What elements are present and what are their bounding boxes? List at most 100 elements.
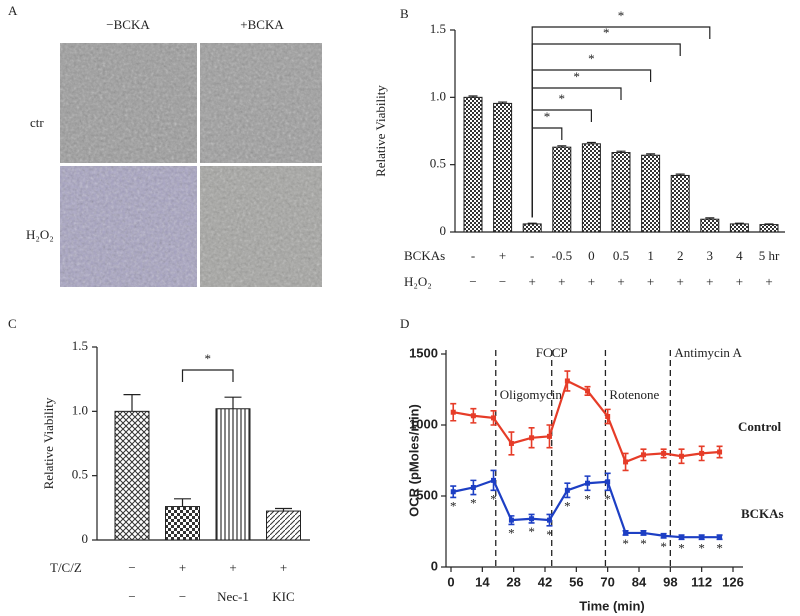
error-bar [734, 222, 744, 224]
row-label: ctr [30, 115, 44, 130]
data-point [640, 530, 646, 536]
column-label: −BCKA [106, 17, 150, 32]
data-point [470, 413, 476, 419]
significance-label: * [588, 51, 595, 66]
y-tick-label: 1.0 [72, 402, 88, 417]
x-tick-label: + [179, 560, 186, 575]
x-tick-label: + [647, 274, 654, 289]
row-label: T/C/Z [50, 560, 82, 575]
bar [552, 146, 572, 233]
micrograph-texture [200, 43, 322, 163]
x-tick-label: 112 [691, 574, 712, 589]
significance-label: * [470, 496, 477, 511]
error-bar [705, 217, 715, 220]
error-bar [646, 153, 656, 156]
significance-label: * [544, 109, 551, 124]
data-point [491, 415, 497, 421]
significance-label: * [603, 25, 610, 40]
data-point [679, 534, 685, 540]
data-point [717, 449, 723, 455]
error-bar [764, 223, 774, 225]
x-tick-label: 0 [588, 248, 595, 263]
significance-label: * [573, 69, 580, 84]
injection-label: Oligomycin [500, 387, 563, 402]
significance-bracket [531, 87, 622, 218]
bar [165, 506, 200, 541]
significance-label: * [622, 536, 629, 551]
micrograph-texture [200, 166, 322, 287]
data-point [450, 409, 456, 415]
bar [641, 154, 661, 233]
data-point [623, 530, 629, 536]
significance-label: * [618, 8, 625, 23]
x-tick-label: − [179, 589, 186, 604]
bar [463, 96, 483, 233]
x-tick-label: 1 [647, 248, 654, 263]
x-tick-label: 0.5 [613, 248, 629, 263]
y-tick-label: 1.0 [430, 88, 446, 103]
panel-label: D [400, 316, 409, 331]
bar [114, 410, 150, 541]
significance-bracket [531, 26, 711, 218]
significance-label: * [678, 540, 685, 555]
data-point [491, 477, 497, 483]
micrograph-texture [60, 43, 197, 163]
x-tick-label: 2 [677, 248, 684, 263]
x-tick-label: + [280, 560, 287, 575]
data-point [640, 452, 646, 458]
micrograph-texture [60, 166, 197, 287]
data-point [546, 517, 552, 523]
significance-bracket [181, 369, 234, 382]
x-tick-label: − [128, 589, 135, 604]
x-tick-label: 70 [600, 574, 614, 589]
significance-label: * [508, 525, 515, 540]
y-tick-label: 0.5 [430, 156, 446, 171]
y-tick-label: 1.5 [72, 338, 88, 353]
significance-label: * [450, 498, 457, 513]
x-tick-label: + [617, 274, 624, 289]
data-point [508, 440, 514, 446]
data-point [585, 480, 591, 486]
data-point [699, 534, 705, 540]
data-point [699, 450, 705, 456]
significance-label: * [490, 491, 497, 506]
injection-label: FCCP [536, 345, 568, 360]
error-bar [174, 498, 191, 507]
injection-label: Rotenone [609, 387, 659, 402]
bar [700, 218, 720, 233]
x-tick-label: − [469, 274, 476, 289]
x-tick-label: -0.5 [552, 248, 573, 263]
x-tick-label: 4 [736, 248, 743, 263]
y-axis-label: Relative Viability [41, 397, 56, 489]
data-point [564, 487, 570, 493]
data-point [717, 534, 723, 540]
row-label: H₂O₂ [404, 274, 432, 289]
data-point [450, 489, 456, 495]
significance-label: * [604, 491, 611, 506]
x-tick-label: - [471, 248, 475, 263]
y-tick-label: 1000 [409, 416, 438, 431]
x-tick-label: 3 [707, 248, 714, 263]
row-label: BCKAs [404, 248, 445, 263]
data-point [679, 453, 685, 459]
x-tick-label: 84 [632, 574, 647, 589]
bar [581, 143, 601, 233]
data-point [529, 435, 535, 441]
significance-label: * [546, 527, 553, 542]
panel-label: A [8, 3, 18, 18]
x-tick-label: - [530, 248, 534, 263]
bar [266, 510, 301, 541]
x-tick-label: 56 [569, 574, 583, 589]
x-tick-label: + [677, 274, 684, 289]
significance-label: * [205, 351, 212, 366]
significance-label: * [528, 524, 535, 539]
data-point [623, 459, 629, 465]
data-point [529, 516, 535, 522]
significance-label: * [660, 539, 667, 554]
injection-label: Antimycin A [674, 345, 742, 360]
bar [215, 408, 251, 541]
bar [611, 152, 631, 233]
significance-label: * [698, 540, 705, 555]
y-axis-label: OCR (pMoles/min) [406, 404, 421, 517]
y-axis-label: Relative Viability [373, 85, 388, 177]
